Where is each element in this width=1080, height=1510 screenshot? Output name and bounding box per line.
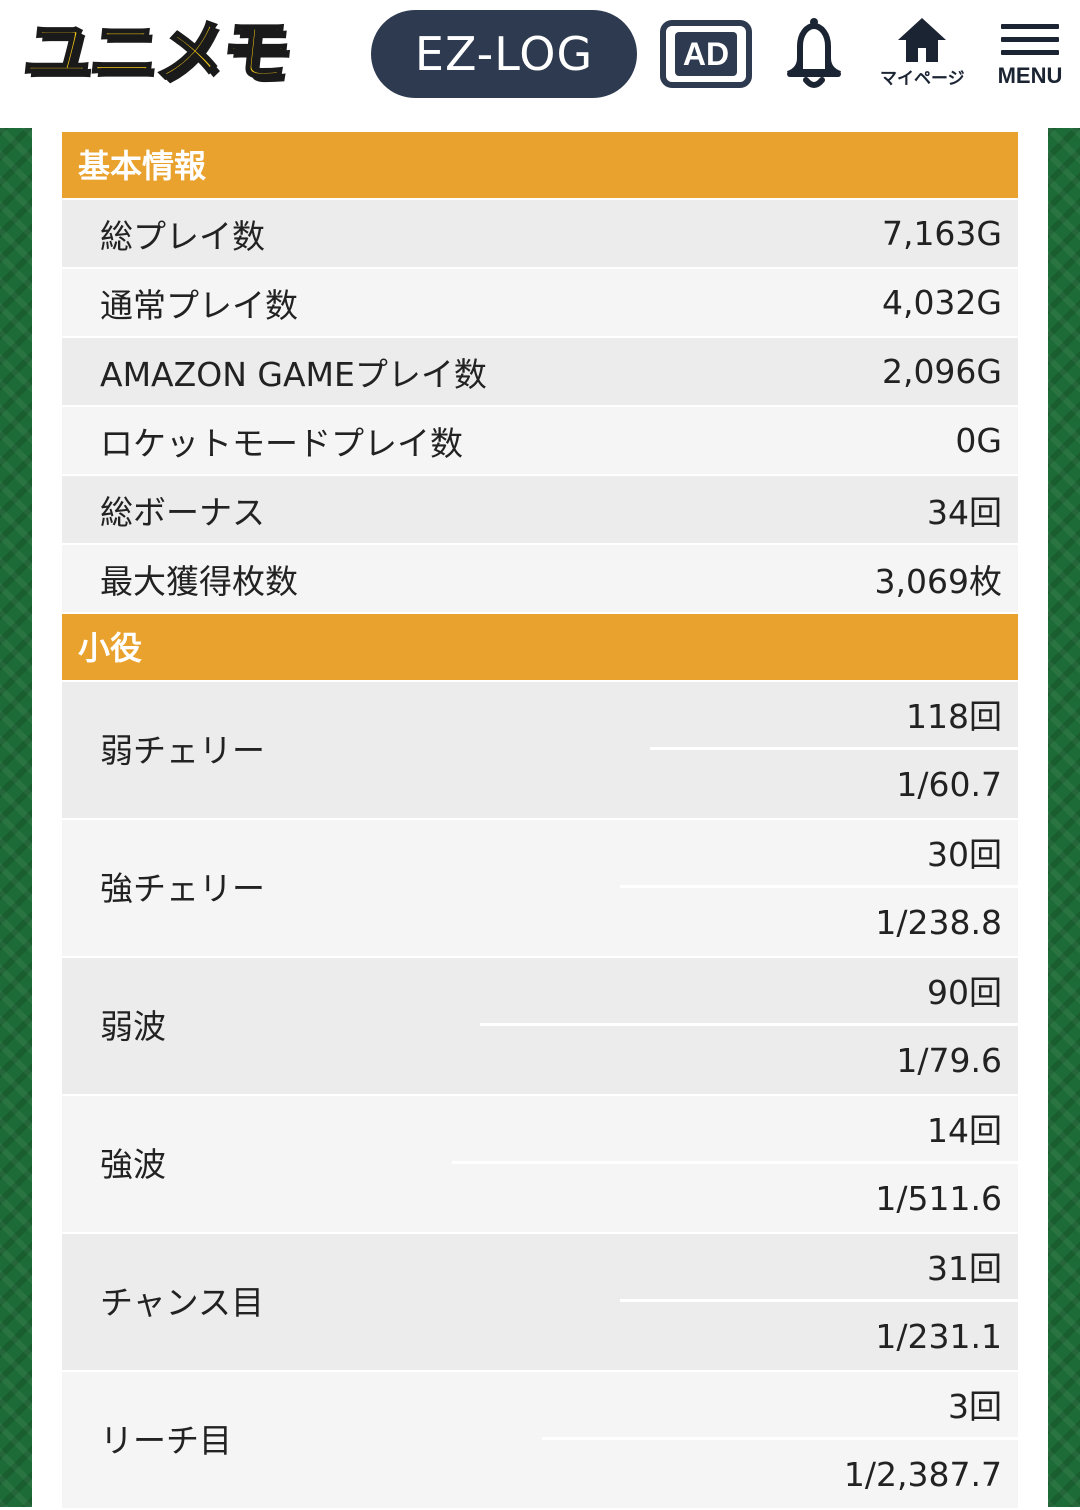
row-label: 総ボーナス (100, 492, 265, 532)
row-label: リーチ目 (100, 1421, 232, 1460)
menu-label: MENU (997, 63, 1063, 88)
table-row: 強チェリー 30回 1/238.8 (62, 820, 1018, 958)
hamburger-icon (1001, 24, 1059, 55)
row-probability: 1/79.6 (896, 1041, 1002, 1080)
row-count: 90回 (480, 958, 1018, 1026)
row-probability: 1/511.6 (875, 1179, 1002, 1218)
mypage-button[interactable]: マイページ (880, 14, 965, 104)
row-value: 34回 (927, 492, 1002, 532)
section-header-koyaku: 小役 (62, 614, 1018, 682)
content-area: 基本情報 総プレイ数 7,163G 通常プレイ数 4,032G AMAZON G… (32, 128, 1048, 1510)
row-probability: 1/231.1 (875, 1317, 1002, 1356)
row-value: 2,096G (881, 352, 1002, 391)
right-side-pattern (1048, 128, 1080, 1507)
mypage-label: マイページ (880, 69, 965, 88)
row-label: 最大獲得枚数 (100, 561, 298, 601)
row-probability: 1/2,387.7 (843, 1455, 1002, 1494)
section-header-basic: 基本情報 (62, 132, 1018, 200)
table-row: 強波 14回 1/511.6 (62, 1096, 1018, 1234)
row-value: 4,032G (881, 283, 1002, 322)
table-row: ロケットモードプレイ数 0G (62, 407, 1018, 476)
row-label: ロケットモードプレイ数 (100, 423, 463, 463)
row-count: 118回 (650, 682, 1018, 750)
bell-icon[interactable] (778, 14, 850, 94)
row-label: 強波 (100, 1145, 166, 1184)
row-probability: 1/60.7 (896, 765, 1002, 804)
table-row: 総ボーナス 34回 (62, 476, 1018, 545)
row-value: 3,069枚 (874, 561, 1002, 601)
table-row: リーチ目 3回 1/2,387.7 (62, 1372, 1018, 1510)
ad-label: AD (674, 32, 738, 76)
table-row: 総プレイ数 7,163G (62, 200, 1018, 269)
table-row: 弱チェリー 118回 1/60.7 (62, 682, 1018, 820)
ezlog-label: EZ-LOG (414, 27, 594, 81)
row-value: 0G (955, 421, 1002, 460)
row-label: 弱波 (100, 1007, 166, 1046)
row-label: 総プレイ数 (100, 216, 265, 256)
unimemo-logo[interactable]: ユニメモ (18, 12, 293, 94)
menu-button[interactable]: MENU (992, 24, 1068, 104)
table-row: 最大獲得枚数 3,069枚 (62, 545, 1018, 614)
row-count: 31回 (620, 1234, 1018, 1302)
stats-table: 基本情報 総プレイ数 7,163G 通常プレイ数 4,032G AMAZON G… (62, 132, 1018, 1510)
ezlog-button[interactable]: EZ-LOG (371, 10, 637, 98)
table-row: AMAZON GAMEプレイ数 2,096G (62, 338, 1018, 407)
row-label: AMAZON GAMEプレイ数 (100, 354, 487, 394)
app-header: ユニメモ EZ-LOG AD マイページ MENU (0, 0, 1080, 128)
row-value: 7,163G (881, 214, 1002, 253)
row-label: チャンス目 (100, 1283, 265, 1322)
table-row: 通常プレイ数 4,032G (62, 269, 1018, 338)
home-icon (898, 18, 946, 62)
left-side-pattern (0, 128, 32, 1507)
row-label: 弱チェリー (100, 731, 265, 770)
row-count: 30回 (620, 820, 1018, 888)
table-row: チャンス目 31回 1/231.1 (62, 1234, 1018, 1372)
row-count: 14回 (452, 1096, 1018, 1164)
row-label: 通常プレイ数 (100, 285, 298, 325)
ad-button[interactable]: AD (660, 20, 752, 88)
row-count: 3回 (542, 1372, 1018, 1440)
row-probability: 1/238.8 (875, 903, 1002, 942)
row-label: 強チェリー (100, 869, 265, 908)
table-row: 弱波 90回 1/79.6 (62, 958, 1018, 1096)
